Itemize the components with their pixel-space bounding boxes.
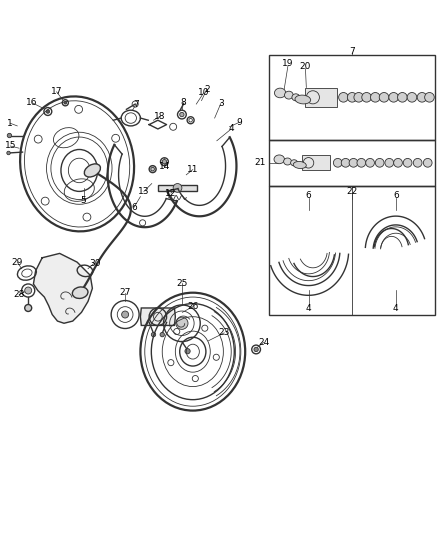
Circle shape [341, 158, 350, 167]
Text: 4: 4 [393, 304, 399, 313]
Text: 17: 17 [51, 87, 62, 96]
Circle shape [185, 349, 190, 354]
Ellipse shape [292, 94, 300, 101]
Text: 6: 6 [131, 203, 137, 212]
Text: 1: 1 [7, 119, 13, 128]
Text: 3: 3 [218, 99, 224, 108]
Text: 30: 30 [89, 259, 100, 268]
Ellipse shape [284, 158, 291, 165]
Text: 29: 29 [11, 257, 23, 266]
Ellipse shape [290, 160, 297, 166]
Circle shape [354, 93, 364, 102]
Circle shape [357, 158, 366, 167]
Circle shape [333, 158, 342, 167]
Circle shape [379, 93, 389, 102]
Circle shape [173, 183, 182, 192]
Circle shape [160, 333, 164, 337]
Ellipse shape [72, 287, 88, 298]
Circle shape [7, 151, 11, 155]
Polygon shape [305, 88, 337, 107]
Circle shape [347, 93, 357, 102]
Polygon shape [141, 308, 175, 326]
Circle shape [64, 101, 67, 104]
Text: 24: 24 [258, 338, 269, 347]
Circle shape [180, 112, 184, 117]
Circle shape [7, 133, 12, 138]
Polygon shape [302, 156, 330, 170]
Text: 4: 4 [228, 125, 234, 133]
Text: 20: 20 [300, 62, 311, 71]
Circle shape [162, 159, 166, 164]
Circle shape [25, 304, 32, 311]
Text: 7: 7 [349, 47, 355, 56]
Circle shape [413, 158, 422, 167]
Ellipse shape [285, 91, 293, 99]
Circle shape [417, 93, 427, 102]
Circle shape [149, 166, 156, 173]
Text: 27: 27 [120, 288, 131, 297]
Circle shape [425, 93, 434, 102]
Ellipse shape [275, 88, 286, 98]
Circle shape [366, 158, 374, 167]
Circle shape [151, 333, 155, 337]
Text: 16: 16 [26, 98, 38, 107]
Circle shape [389, 93, 399, 102]
Text: 13: 13 [138, 187, 150, 196]
Text: 23: 23 [219, 328, 230, 337]
Circle shape [362, 93, 371, 102]
Text: 18: 18 [154, 112, 166, 121]
Text: 8: 8 [180, 98, 186, 107]
Text: 12: 12 [165, 189, 177, 198]
Circle shape [254, 348, 258, 352]
Text: 2: 2 [204, 85, 210, 94]
Circle shape [349, 158, 358, 167]
Circle shape [46, 110, 49, 113]
Text: 10: 10 [198, 88, 209, 97]
Circle shape [122, 311, 129, 318]
Circle shape [407, 93, 417, 102]
Ellipse shape [274, 155, 285, 164]
Text: 6: 6 [306, 191, 311, 200]
Polygon shape [33, 253, 92, 323]
Circle shape [424, 158, 432, 167]
Text: 25: 25 [176, 279, 187, 288]
Ellipse shape [84, 164, 100, 177]
Circle shape [25, 287, 32, 294]
Text: 28: 28 [13, 290, 25, 300]
Text: 5: 5 [81, 196, 87, 205]
Text: 4: 4 [306, 304, 311, 313]
Circle shape [375, 158, 384, 167]
Text: 19: 19 [282, 59, 294, 68]
Circle shape [176, 317, 188, 329]
Polygon shape [158, 185, 197, 190]
Circle shape [403, 158, 412, 167]
Ellipse shape [293, 161, 306, 168]
Text: 14: 14 [159, 163, 170, 172]
Text: 6: 6 [393, 191, 399, 200]
Text: 26: 26 [187, 302, 198, 311]
Circle shape [398, 93, 407, 102]
Circle shape [371, 93, 380, 102]
Text: 7: 7 [133, 100, 139, 109]
Circle shape [394, 158, 403, 167]
Text: 11: 11 [187, 165, 198, 174]
Text: 9: 9 [236, 118, 242, 127]
Circle shape [339, 93, 348, 102]
Text: 15: 15 [4, 141, 16, 150]
Text: 22: 22 [346, 187, 358, 196]
Circle shape [385, 158, 394, 167]
Ellipse shape [295, 95, 311, 104]
Text: 21: 21 [254, 158, 266, 167]
